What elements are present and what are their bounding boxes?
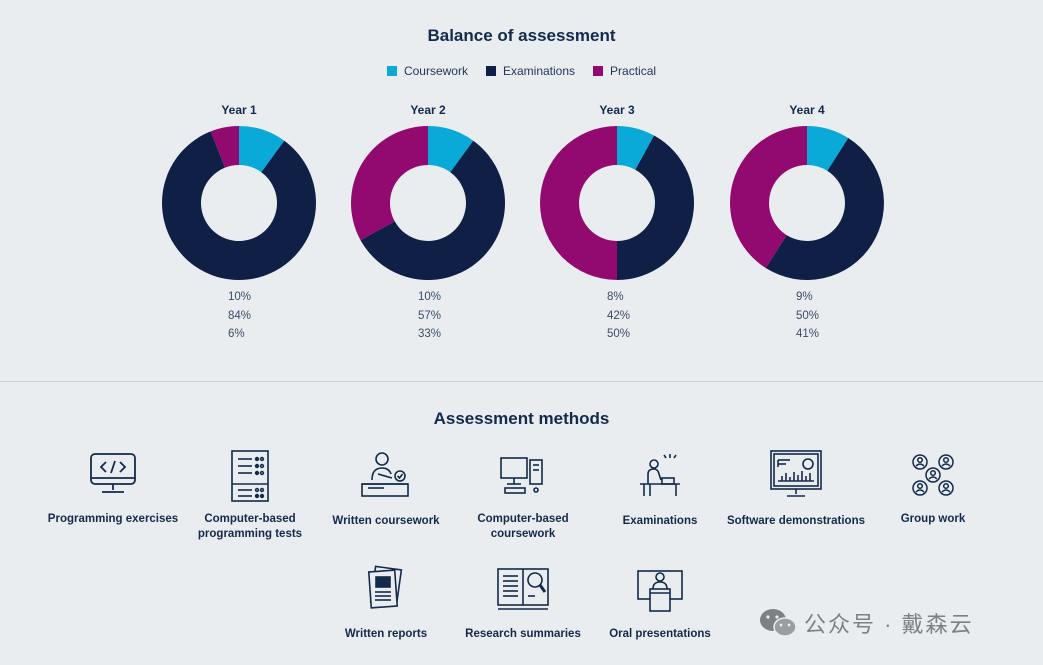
method-computer-based-coursework: Computer-based coursework bbox=[453, 450, 593, 542]
legend-item-coursework: Coursework bbox=[386, 64, 468, 78]
book-magnifier-icon bbox=[497, 568, 549, 610]
year-4-examinations-pct: 50% bbox=[796, 310, 820, 322]
method-examinations: Examinations bbox=[590, 450, 730, 529]
exam-desk-icon bbox=[640, 454, 680, 496]
chart-legend: Coursework Examinations Practical bbox=[0, 64, 1043, 78]
laptop-code-icon bbox=[90, 453, 136, 493]
legend-label-coursework: Coursework bbox=[403, 64, 468, 78]
year-1-practical-pct: 6% bbox=[228, 328, 245, 340]
desktop-computer-icon bbox=[500, 457, 543, 494]
method-programming-exercises: Programming exercises bbox=[43, 450, 183, 527]
method-software-demonstrations: Software demonstrations bbox=[726, 450, 866, 529]
legend-swatch-examinations bbox=[485, 66, 496, 76]
year-2-practical-slice bbox=[350, 125, 428, 241]
year-3-examinations-pct: 42% bbox=[607, 310, 631, 322]
method-label: Programming exercises bbox=[47, 513, 179, 525]
presenter-podium-icon bbox=[637, 570, 683, 612]
report-pages-icon bbox=[367, 565, 403, 609]
year-1-examinations-pct: 84% bbox=[228, 310, 252, 322]
year-4-examinations-slice bbox=[765, 137, 884, 280]
section-divider bbox=[0, 381, 1043, 382]
method-group-work: Group work bbox=[863, 450, 1003, 527]
method-label: Group work bbox=[900, 513, 966, 525]
method-oral-presentations: Oral presentations bbox=[590, 565, 730, 642]
method-label: Computer-based coursework bbox=[477, 513, 569, 540]
legend-label-examinations: Examinations bbox=[502, 64, 576, 78]
method-label: Computer-based programming tests bbox=[197, 513, 303, 540]
group-network-icon bbox=[912, 454, 954, 496]
method-label: Oral presentations bbox=[609, 628, 711, 640]
monitor-chart-icon bbox=[770, 450, 822, 497]
year-4-practical-slice bbox=[730, 126, 807, 269]
legend-item-examinations: Examinations bbox=[485, 64, 576, 78]
checklist-icon bbox=[231, 450, 269, 502]
year-2-practical-pct: 33% bbox=[418, 328, 442, 340]
person-writing-icon bbox=[361, 452, 409, 497]
year-3-practical-slice bbox=[540, 126, 617, 280]
legend-swatch-practical bbox=[593, 66, 604, 76]
year-1-coursework-pct: 10% bbox=[228, 291, 252, 303]
year-1-practical-slice bbox=[210, 126, 239, 168]
year-2-examinations-slice bbox=[360, 140, 505, 280]
methods-title: Assessment methods bbox=[433, 409, 610, 428]
legend-label-practical: Practical bbox=[610, 64, 657, 78]
method-label: Research summaries bbox=[465, 628, 581, 640]
year-1-label: Year 1 bbox=[221, 103, 257, 117]
watermark: 公众号 · 戴森云 bbox=[758, 606, 974, 640]
method-label: Examinations bbox=[622, 515, 698, 527]
legend-item-practical: Practical bbox=[593, 64, 656, 78]
method-research-summaries: Research summaries bbox=[453, 565, 593, 642]
year-3-practical-pct: 50% bbox=[607, 328, 631, 340]
method-computer-based-programming-tests: Computer-based programming tests bbox=[180, 450, 320, 542]
year-4-label: Year 4 bbox=[789, 103, 825, 117]
year-1-coursework-slice bbox=[239, 126, 285, 173]
method-written-coursework: Written coursework bbox=[316, 450, 456, 529]
legend-swatch-coursework bbox=[386, 66, 397, 76]
year-3-examinations-slice bbox=[617, 135, 695, 280]
year-2-examinations-pct: 57% bbox=[418, 310, 442, 322]
wechat-icon bbox=[760, 609, 797, 637]
watermark-text: 公众号 · 戴森云 bbox=[804, 612, 974, 637]
year-4-coursework-slice bbox=[807, 126, 849, 171]
method-label: Written reports bbox=[344, 628, 428, 640]
year-4-practical-pct: 41% bbox=[796, 328, 820, 340]
year-3-coursework-slice bbox=[617, 126, 655, 170]
method-label: Software demonstrations bbox=[726, 515, 866, 527]
year-4-coursework-pct: 9% bbox=[796, 291, 813, 303]
method-written-reports: Written reports bbox=[316, 565, 456, 642]
method-label: Written coursework bbox=[332, 515, 440, 527]
chart-title: Balance of assessment bbox=[427, 26, 616, 45]
year-1-examinations-slice bbox=[162, 131, 317, 280]
year-2-coursework-pct: 10% bbox=[418, 291, 442, 303]
donut-charts bbox=[162, 125, 884, 280]
year-3-label: Year 3 bbox=[599, 103, 635, 117]
year-3-coursework-pct: 8% bbox=[607, 291, 624, 303]
year-2-label: Year 2 bbox=[410, 103, 446, 117]
year-2-coursework-slice bbox=[428, 126, 474, 173]
